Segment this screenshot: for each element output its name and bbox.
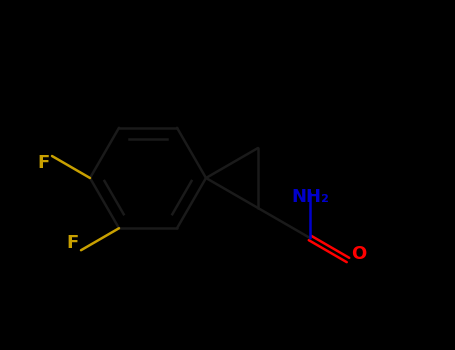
Text: F: F [67,234,79,252]
Text: NH₂: NH₂ [291,188,329,206]
Text: F: F [38,154,50,172]
Text: O: O [351,245,366,263]
